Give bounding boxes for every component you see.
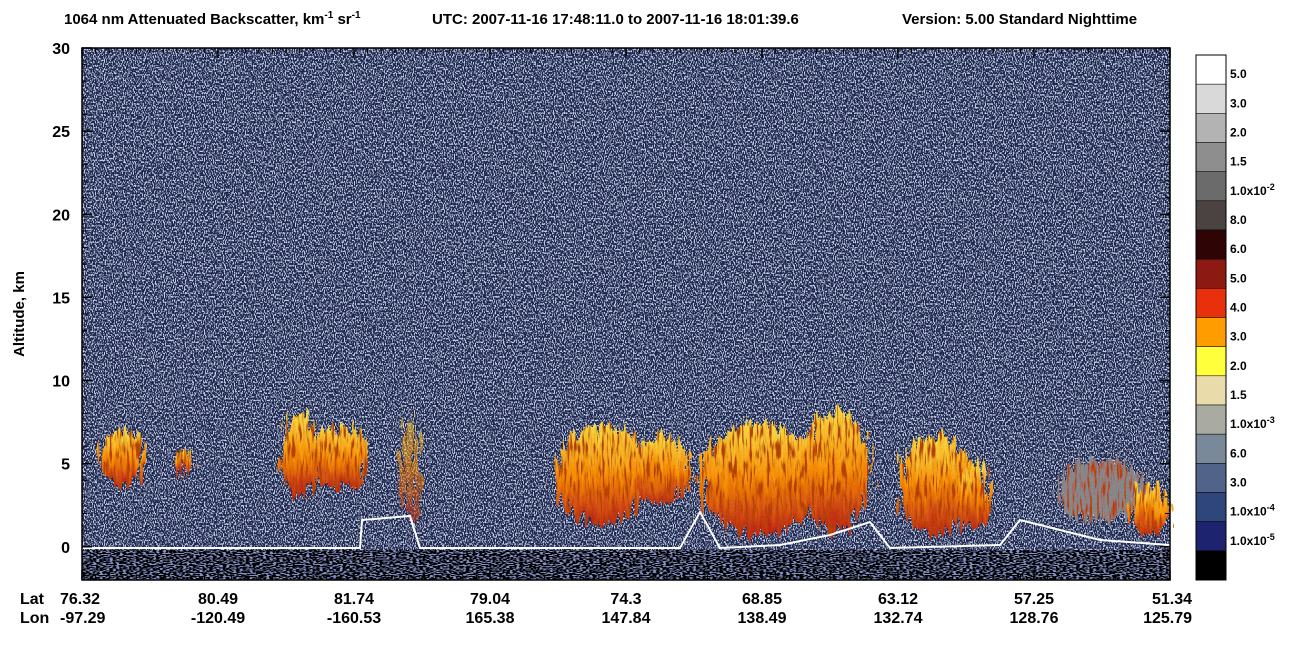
colorbar-swatch bbox=[1195, 258, 1227, 289]
colorbar-swatch bbox=[1195, 83, 1227, 114]
version: Version: 5.00 Standard Nighttime bbox=[902, 11, 1137, 28]
y-tick-label: 25 bbox=[52, 124, 70, 141]
colorbar-label-base: 1.0x10 bbox=[1230, 184, 1267, 198]
lat-label: 63.12 bbox=[878, 591, 918, 608]
lon-label: 128.76 bbox=[1010, 610, 1059, 627]
colorbar-label: 8.0 bbox=[1230, 213, 1247, 227]
colorbar-swatch bbox=[1195, 171, 1227, 202]
colorbar-swatch bbox=[1195, 142, 1227, 172]
lon-label: 125.79 bbox=[1143, 610, 1192, 627]
title-text: 1064 nm Attenuated Backscatter, km-1 sr-… bbox=[64, 10, 361, 28]
colorbar-label-base: 1.0x10 bbox=[1230, 417, 1267, 431]
lat-label: 76.32 bbox=[60, 591, 100, 608]
colorbar-label: 1.5 bbox=[1230, 155, 1247, 169]
title-superscript: -1 bbox=[352, 10, 361, 21]
colorbar-label: 4.0 bbox=[1230, 301, 1247, 315]
colorbar-swatch bbox=[1195, 492, 1227, 522]
clouds bbox=[100, 410, 1170, 535]
lat-label: 80.49 bbox=[198, 591, 238, 608]
colorbar-label: 1.0x10-4 bbox=[1230, 503, 1275, 519]
y-tick-label: 0 bbox=[61, 540, 70, 557]
row-label: Lat bbox=[20, 591, 45, 608]
colorbar-swatch bbox=[1195, 346, 1227, 377]
y-tick-label: 20 bbox=[52, 207, 70, 224]
colorbar-swatch bbox=[1195, 113, 1227, 143]
colorbar-label: 1.5 bbox=[1230, 388, 1247, 402]
y-tick-label: 10 bbox=[52, 374, 70, 391]
row-label: Lon bbox=[20, 610, 49, 627]
colorbar-swatch bbox=[1195, 229, 1227, 260]
colorbar-label: 3.0 bbox=[1230, 330, 1247, 344]
colorbar-label: 5.0 bbox=[1230, 271, 1247, 285]
lon-label: -160.53 bbox=[327, 610, 381, 627]
lat-label: 68.85 bbox=[742, 591, 782, 608]
y-tick-label: 15 bbox=[52, 290, 70, 307]
colorbar-label: 3.0 bbox=[1230, 476, 1247, 490]
title-part: 1064 nm Attenuated Backscatter, km bbox=[64, 11, 324, 28]
colorbar-label-exp: -5 bbox=[1267, 532, 1275, 542]
lat-label: 51.34 bbox=[1152, 591, 1192, 608]
lon-label: 147.84 bbox=[602, 610, 651, 627]
colorbar-label-base: 1.0x10 bbox=[1230, 505, 1267, 519]
time-range: UTC: 2007-11-16 17:48:11.0 to 2007-11-16… bbox=[432, 11, 799, 28]
colorbar-label: 6.0 bbox=[1230, 446, 1247, 460]
colorbar-frame bbox=[1195, 54, 1227, 581]
lat-label: 74.3 bbox=[610, 591, 641, 608]
lat-label: 81.74 bbox=[334, 591, 374, 608]
colorbar-label: 5.0 bbox=[1230, 67, 1247, 81]
colorbar-label: 1.0x10-3 bbox=[1230, 415, 1275, 431]
colorbar-label: 1.0x10-2 bbox=[1230, 182, 1275, 198]
lat-label: 57.25 bbox=[1014, 591, 1054, 608]
colorbar-swatch bbox=[1195, 404, 1227, 435]
colorbar-swatch bbox=[1195, 200, 1227, 231]
colorbar-swatch bbox=[1195, 463, 1227, 493]
lon-label: -97.29 bbox=[60, 610, 105, 627]
colorbar-swatch bbox=[1195, 433, 1227, 464]
colorbar-label: 2.0 bbox=[1230, 126, 1247, 140]
colorbar-label: 3.0 bbox=[1230, 96, 1247, 110]
lon-label: 165.38 bbox=[466, 610, 515, 627]
colorbar-label: 1.0x10-5 bbox=[1230, 532, 1275, 548]
title: 1064 nm Attenuated Backscatter, km-1 sr-… bbox=[64, 10, 1137, 28]
colorbar-swatch bbox=[1195, 54, 1227, 85]
title-superscript: -1 bbox=[324, 10, 333, 21]
colorbar-label-base: 1.0x10 bbox=[1230, 534, 1267, 548]
colorbar-label: 6.0 bbox=[1230, 242, 1247, 256]
colorbar-swatch bbox=[1195, 288, 1227, 318]
lon-label: -120.49 bbox=[191, 610, 245, 627]
colorbar-label-exp: -4 bbox=[1267, 503, 1275, 513]
lon-label: 132.74 bbox=[874, 610, 923, 627]
colorbar-label: 2.0 bbox=[1230, 359, 1247, 373]
colorbar-label-exp: -2 bbox=[1267, 182, 1275, 192]
y-tick-label: 5 bbox=[61, 457, 70, 474]
plot-area bbox=[81, 47, 1171, 581]
y-tick-label: 30 bbox=[52, 41, 70, 58]
colorbar-swatch bbox=[1195, 375, 1227, 406]
colorbar-swatch bbox=[1195, 550, 1227, 581]
colorbar-swatch bbox=[1195, 521, 1227, 552]
colorbar-label-exp: -3 bbox=[1267, 415, 1275, 425]
surface-line bbox=[82, 509, 1171, 550]
colorbar-swatch bbox=[1195, 317, 1227, 347]
lon-label: 138.49 bbox=[738, 610, 787, 627]
lat-label: 79.04 bbox=[470, 591, 510, 608]
y-axis-label: Altitude, km bbox=[11, 271, 28, 357]
title-part: sr bbox=[333, 11, 352, 28]
